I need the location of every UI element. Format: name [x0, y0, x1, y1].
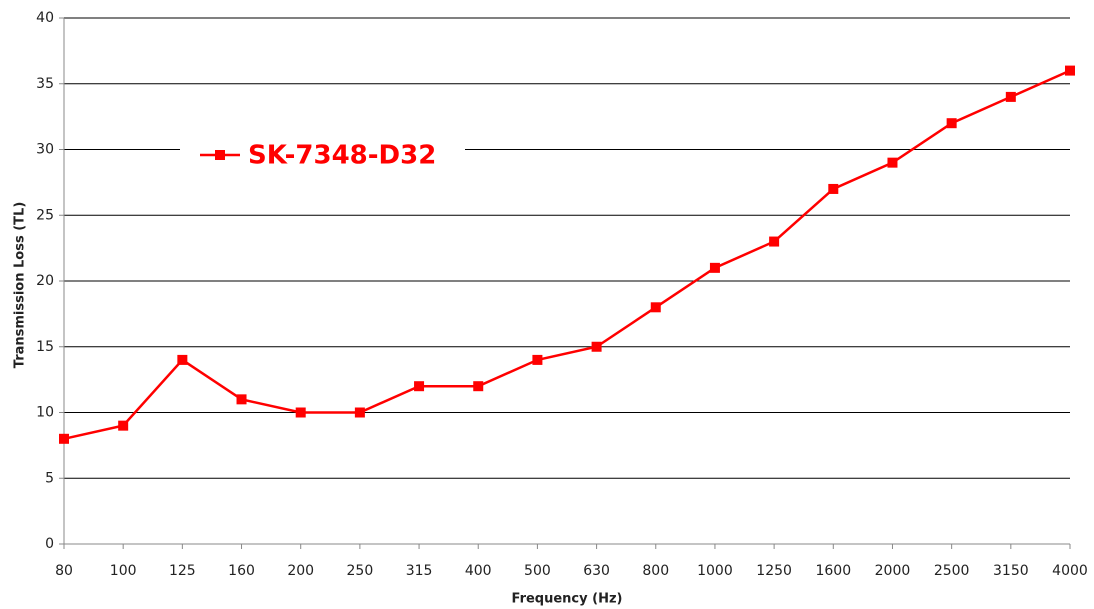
marker [946, 118, 957, 129]
x-tick-label: 4000 [1052, 563, 1088, 579]
x-tick-label: 315 [406, 563, 433, 579]
marker [354, 407, 365, 418]
x-tick-label: 400 [465, 563, 492, 579]
y-tick-label: 10 [36, 405, 54, 421]
x-tick-label: 100 [110, 563, 137, 579]
marker [177, 354, 188, 365]
y-tick-label: 0 [45, 536, 54, 552]
legend-label: SK-7348-D32 [248, 141, 436, 171]
y-tick-label: 5 [45, 470, 54, 486]
x-tick-label: 250 [347, 563, 374, 579]
marker [1065, 65, 1075, 76]
x-tick-label: 160 [228, 563, 255, 579]
marker [591, 341, 602, 352]
x-axis-title: Frequency (Hz) [512, 592, 623, 607]
marker [769, 236, 780, 247]
x-tick-label: 125 [169, 563, 196, 579]
y-axis-title: Transmission Loss (TL) [13, 202, 28, 369]
marker [828, 183, 839, 194]
marker [532, 354, 543, 365]
x-tick-label: 200 [287, 563, 314, 579]
marker [295, 407, 306, 418]
x-tick-label: 2000 [875, 563, 911, 579]
y-tick-label: 15 [36, 339, 54, 355]
marker [59, 433, 69, 444]
marker [414, 381, 425, 392]
y-tick-label: 20 [36, 273, 54, 289]
y-tick-label: 25 [36, 207, 54, 223]
x-tick-label: 1000 [697, 563, 733, 579]
x-tick-label: 3150 [993, 563, 1029, 579]
line [63, 69, 1071, 441]
x-tick-label: 1250 [756, 563, 792, 579]
marker [473, 381, 484, 392]
x-tick-label: 80 [55, 563, 73, 579]
x-tick-label: 630 [583, 563, 610, 579]
legend-marker [215, 150, 225, 160]
x-tick-label: 500 [524, 563, 551, 579]
y-tick-label: 30 [36, 142, 54, 158]
x-tick-label: 800 [642, 563, 669, 579]
marker [118, 420, 129, 431]
x-tick-label: 1600 [815, 563, 851, 579]
marker [236, 394, 247, 405]
marker [650, 302, 661, 313]
x-tick-label: 2500 [934, 563, 970, 579]
marker [887, 157, 898, 168]
y-tick-label: 35 [36, 76, 54, 92]
marker [709, 262, 720, 273]
marker [1005, 91, 1016, 102]
y-tick-label: 40 [36, 10, 54, 26]
